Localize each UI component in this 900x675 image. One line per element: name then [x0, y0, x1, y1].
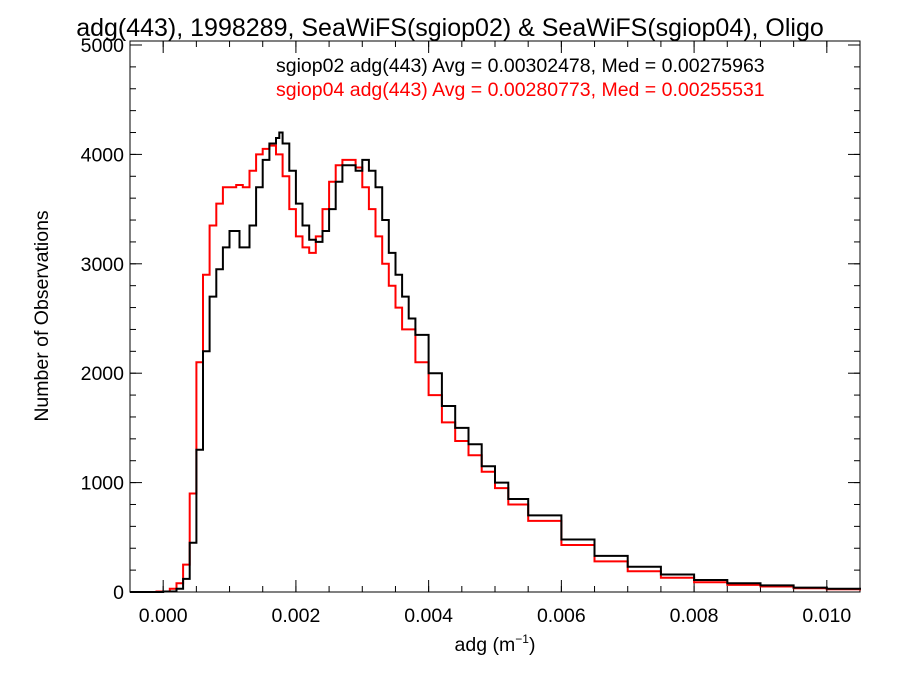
- x-tick-label: 0.010: [802, 605, 851, 627]
- chart-title: adg(443), 1998289, SeaWiFS(sgiop02) & Se…: [76, 14, 824, 42]
- series-sgiop04-line: [130, 144, 861, 593]
- x-axis-label-main: adg (m: [455, 634, 516, 656]
- series-sgiop02-line: [130, 131, 861, 593]
- x-tick-label: 0.006: [537, 605, 586, 627]
- legend-entry-sgiop02: sgiop02 adg(443) Avg = 0.00302478, Med =…: [276, 55, 765, 77]
- x-axis-label: adg (m−1): [455, 632, 536, 656]
- y-tick-label: 2000: [81, 363, 125, 385]
- y-tick-label: 5000: [81, 35, 125, 57]
- y-tick-label: 1000: [81, 473, 125, 495]
- legend-entry-sgiop04: sgiop04 adg(443) Avg = 0.00280773, Med =…: [276, 79, 765, 101]
- x-axis-label-close: ): [529, 634, 536, 656]
- y-axis-label: Number of Observations: [31, 210, 53, 422]
- x-axis: 0.000 0.002 0.004 0.006 0.008 0.010: [139, 41, 851, 627]
- x-axis-label-sup: −1: [515, 632, 529, 646]
- y-tick-label: 0: [113, 582, 124, 604]
- x-tick-label: 0.000: [139, 605, 188, 627]
- y-tick-label: 4000: [81, 144, 125, 166]
- x-tick-label: 0.004: [404, 605, 453, 627]
- y-tick-label: 3000: [81, 254, 125, 276]
- plot-frame: [129, 40, 861, 593]
- series-layer: [130, 131, 861, 593]
- y-axis: 0 1000 2000 3000 4000 5000: [81, 35, 860, 604]
- x-tick-label: 0.002: [272, 605, 321, 627]
- x-tick-label: 0.008: [670, 605, 719, 627]
